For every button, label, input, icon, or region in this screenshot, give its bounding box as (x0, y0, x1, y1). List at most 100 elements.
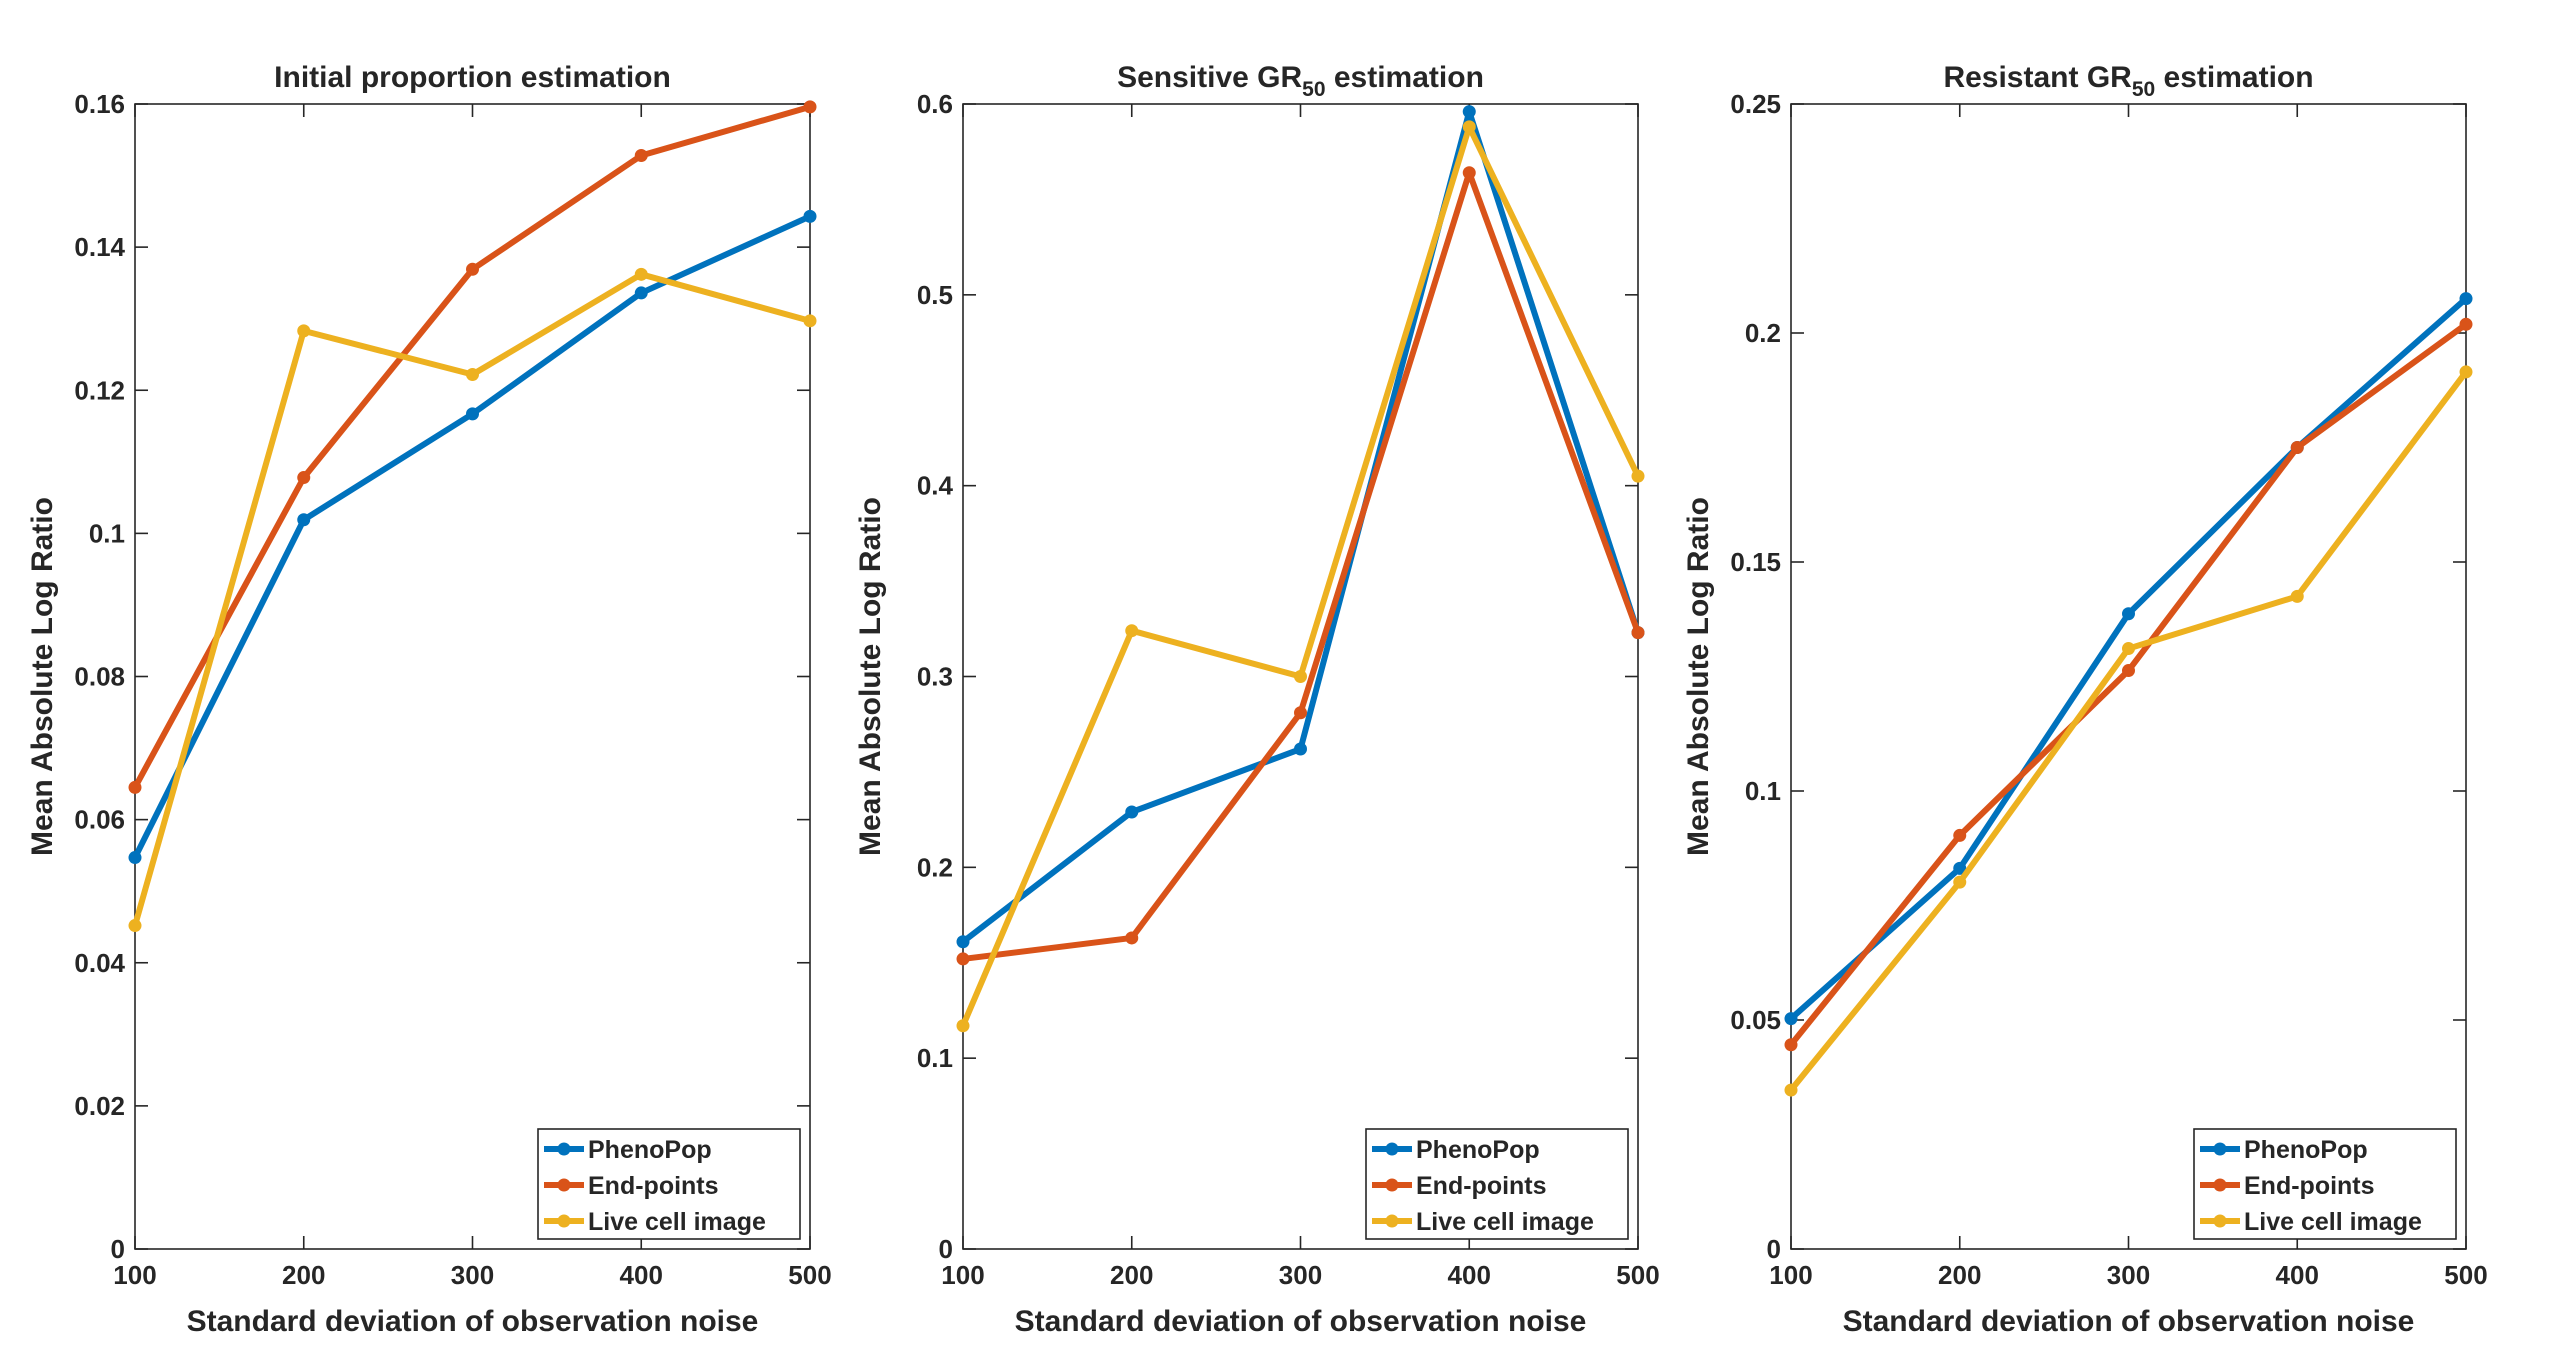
legend-label-live-cell-image: Live cell image (1416, 1208, 1594, 1236)
legend: PhenoPop End-points Live cell image (537, 1128, 801, 1240)
x-tick-label: 200 (1110, 1260, 1153, 1290)
y-tick-label: 0.3 (917, 662, 953, 692)
x-tick-label: 300 (2107, 1260, 2150, 1290)
chart-title-part: Sensitive GR (1117, 61, 1302, 94)
data-point-end-points (2290, 441, 2304, 454)
legend-label-end-points: End-points (588, 1172, 719, 1200)
data-point-phenopop (466, 407, 479, 421)
data-point-live-cell-image (2290, 589, 2304, 603)
chart-title-part: estimation (1326, 61, 1484, 94)
legend: PhenoPop End-points Live cell image (2193, 1128, 2457, 1240)
data-point-live-cell-image (1294, 670, 1307, 683)
data-point-phenopop (297, 513, 311, 527)
data-point-phenopop (1294, 742, 1307, 756)
data-point-live-cell-image (128, 919, 142, 933)
y-tick-label: 0.04 (74, 948, 125, 978)
chart-panel-3: Resistant GR50 estimation 0 0.05 0.1 0.15 0.2… (1682, 61, 2488, 1338)
x-axis-label: Standard deviation of observation noise (187, 1305, 759, 1338)
y-tick-label: 0.1 (89, 518, 125, 548)
legend-label-phenopop: PhenoPop (1416, 1136, 1540, 1164)
legend-marker-end-points (557, 1178, 571, 1192)
y-tick-label: 0.05 (1730, 1005, 1781, 1035)
legend: PhenoPop End-points Live cell image (1365, 1128, 1629, 1240)
data-point-live-cell-image (466, 368, 479, 382)
x-tick-label: 400 (2276, 1260, 2319, 1290)
data-point-phenopop (2122, 607, 2135, 621)
chart-panel-1: Initial proportion estimation 0 0.02 0.04 0.… (26, 61, 832, 1338)
data-point-phenopop (1953, 861, 1967, 875)
y-tick-label: 0 (1767, 1234, 1781, 1264)
y-tick-label: 0.25 (1730, 89, 1781, 119)
legend-marker-end-points (2213, 1178, 2227, 1192)
data-point-live-cell-image (1953, 875, 1967, 889)
x-axis-label: Standard deviation of observation noise (1843, 1305, 2415, 1338)
legend-marker-phenopop (557, 1142, 571, 1156)
data-point-live-cell-image (2459, 365, 2473, 379)
legend-marker-live-cell-image (2213, 1214, 2227, 1228)
chart-title: Resistant GR50 estimation (1943, 61, 2313, 101)
y-tick-label: 0.5 (917, 280, 953, 310)
x-tick-label: 300 (1279, 1260, 1322, 1290)
x-tick-label: 100 (941, 1260, 984, 1290)
y-axis-label: Mean Absolute Log Ratio (854, 497, 887, 856)
data-point-end-points (1462, 166, 1476, 180)
legend-label-end-points: End-points (1416, 1172, 1547, 1200)
data-point-phenopop (956, 935, 970, 949)
y-tick-label: 0.08 (74, 662, 125, 692)
y-tick-label: 0 (111, 1234, 125, 1264)
data-point-live-cell-image (1631, 469, 1645, 483)
data-point-end-points (2122, 664, 2135, 678)
y-tick-label: 0.14 (74, 232, 125, 262)
y-tick-label: 0.12 (74, 375, 125, 405)
chart-title-part: estimation (2155, 61, 2313, 94)
data-point-live-cell-image (2122, 642, 2135, 656)
x-tick-label: 100 (1769, 1260, 1812, 1290)
x-tick-label: 200 (1938, 1260, 1981, 1290)
data-point-live-cell-image (634, 267, 648, 281)
chart-panel-2: Sensitive GR50 estimation 0 0.1 0.2 0.3 0.4 0.… (854, 61, 1660, 1338)
y-tick-label: 0.16 (74, 89, 125, 119)
y-tick-label: 0.2 (1745, 318, 1781, 348)
y-tick-label: 0 (939, 1234, 953, 1264)
data-point-end-points (1784, 1038, 1798, 1052)
y-tick-label: 0.15 (1730, 547, 1781, 577)
legend-marker-phenopop (1385, 1142, 1399, 1156)
data-point-phenopop (1784, 1012, 1798, 1026)
chart-title-part: Initial proportion estimation (274, 61, 671, 94)
legend-label-phenopop: PhenoPop (2244, 1136, 2368, 1164)
legend-label-live-cell-image: Live cell image (2244, 1208, 2422, 1236)
data-point-end-points (1631, 626, 1645, 640)
x-tick-label: 500 (788, 1260, 831, 1290)
data-point-phenopop (1462, 105, 1476, 119)
data-point-phenopop (128, 851, 142, 865)
y-axis-label: Mean Absolute Log Ratio (1682, 497, 1715, 856)
x-tick-label: 400 (1448, 1260, 1491, 1290)
data-point-end-points (466, 262, 479, 276)
data-point-phenopop (803, 209, 817, 223)
y-tick-label: 0.1 (1745, 776, 1781, 806)
data-point-phenopop (1125, 805, 1139, 819)
legend-label-end-points: End-points (2244, 1172, 2375, 1200)
data-point-end-points (2459, 317, 2473, 331)
y-tick-label: 0.6 (917, 89, 953, 119)
data-point-end-points (1125, 931, 1139, 945)
data-point-phenopop (634, 286, 648, 300)
x-tick-label: 500 (1616, 1260, 1659, 1290)
legend-label-live-cell-image: Live cell image (588, 1208, 766, 1236)
data-point-live-cell-image (1462, 120, 1476, 134)
x-tick-label: 500 (2444, 1260, 2487, 1290)
data-point-end-points (1294, 706, 1307, 720)
data-point-end-points (956, 952, 970, 966)
x-tick-label: 100 (113, 1260, 156, 1290)
data-point-end-points (634, 149, 648, 163)
data-point-live-cell-image (1125, 624, 1139, 638)
data-point-end-points (1953, 828, 1967, 842)
x-tick-label: 200 (282, 1260, 325, 1290)
legend-marker-phenopop (2213, 1142, 2227, 1156)
y-tick-label: 0.2 (917, 852, 953, 882)
legend-label-phenopop: PhenoPop (588, 1136, 712, 1164)
y-axis-label: Mean Absolute Log Ratio (26, 497, 59, 856)
legend-marker-live-cell-image (557, 1214, 571, 1228)
